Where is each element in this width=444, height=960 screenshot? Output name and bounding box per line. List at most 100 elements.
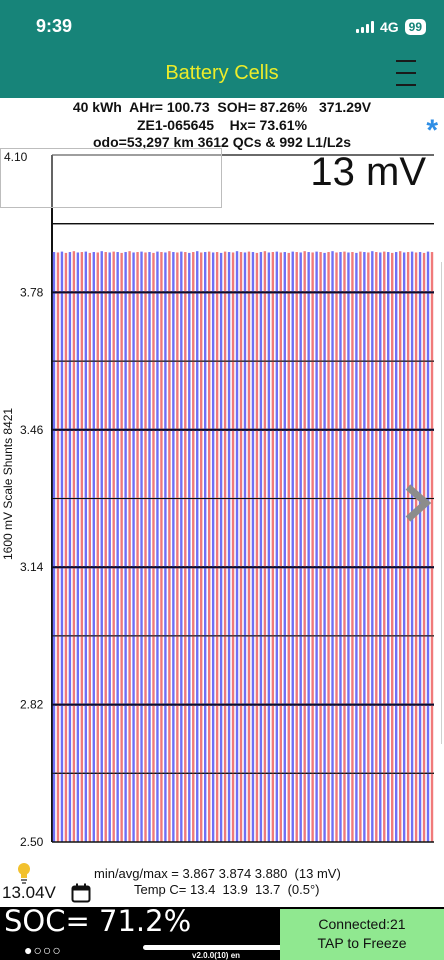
cell-bar <box>327 252 330 842</box>
connection-freeze-button[interactable]: Connected:21 TAP to Freeze <box>280 909 444 960</box>
cell-bar <box>211 252 215 842</box>
home-indicator <box>143 945 301 950</box>
app-header: 9:39 4G 99 Battery Cells <box>0 0 444 98</box>
cell-bar <box>148 252 151 842</box>
cell-bar <box>88 252 92 843</box>
cell-bar <box>383 251 386 842</box>
cell-bar <box>68 252 72 842</box>
cell-bar <box>223 251 227 842</box>
voltage-spread-readout: 13 mV <box>310 150 426 194</box>
cell-bar <box>239 252 243 842</box>
cell-bar <box>303 251 306 842</box>
cell-bar <box>188 252 191 843</box>
cell-bar <box>219 252 223 843</box>
chart-svg: 3.783.463.142.822.5011020304050607080909… <box>20 154 434 849</box>
cell-bar <box>375 252 378 842</box>
y-axis-top-label: 4.10 <box>4 150 28 164</box>
cell-bar <box>283 252 286 842</box>
cell-bar <box>402 252 406 842</box>
cell-bar <box>367 252 370 842</box>
cell-bar <box>339 252 342 842</box>
cell-bar <box>311 252 314 842</box>
signal-icon <box>355 21 374 33</box>
cell-bar <box>422 252 426 843</box>
cell-bar <box>215 252 219 842</box>
cell-bar <box>243 252 247 842</box>
star-icon[interactable]: * <box>426 114 438 147</box>
cell-bar <box>430 252 434 842</box>
cell-bar <box>379 252 382 842</box>
cell-bar <box>259 252 263 842</box>
cell-bar <box>263 251 267 842</box>
cell-bar <box>128 251 131 842</box>
cell-bar <box>108 252 111 842</box>
cell-bar <box>295 252 298 842</box>
cell-bar <box>391 252 394 843</box>
cell-bar <box>124 252 127 842</box>
cell-voltage-chart[interactable]: 3.783.463.142.822.5011020304050607080909… <box>0 142 444 852</box>
cell-bar <box>426 251 430 842</box>
cell-bar <box>251 252 255 842</box>
chart-overlay-box <box>0 148 222 208</box>
app-version: v2.0.0(10) en <box>192 951 241 960</box>
cell-bar <box>120 252 123 843</box>
cell-bar <box>72 251 76 842</box>
cell-bar <box>104 252 107 842</box>
vin-health-line: ZE1-065645 Hx= 73.61% <box>136 117 308 133</box>
status-indicators: 4G 99 <box>355 18 426 36</box>
hamburger-icon[interactable] <box>396 60 416 86</box>
cell-bar <box>231 252 235 842</box>
cell-bar <box>307 252 310 842</box>
side-panel-edge <box>441 262 444 744</box>
cell-bar <box>96 252 99 842</box>
cell-bar <box>64 252 68 843</box>
cell-bar <box>319 252 322 842</box>
cell-bar <box>172 252 175 842</box>
connection-status: Connected:21 <box>318 916 406 932</box>
cell-bar <box>247 251 251 842</box>
cell-bar <box>351 252 354 842</box>
cell-bar <box>418 252 422 842</box>
cell-bar <box>144 252 147 842</box>
cell-bar <box>132 252 135 842</box>
cell-bar <box>406 252 410 842</box>
cell-bar <box>60 251 64 842</box>
aux-battery-voltage: 13.04V <box>2 883 56 902</box>
cell-bar <box>410 251 414 842</box>
cell-bar <box>84 251 88 842</box>
min-avg-max-stats: min/avg/max = 3.867 3.874 3.880 (13 mV) <box>94 866 341 881</box>
cell-bar <box>112 251 115 842</box>
cell-bar <box>331 251 334 842</box>
cell-bar <box>287 252 290 843</box>
cell-bar <box>275 251 279 842</box>
cell-bar <box>398 251 402 842</box>
cell-bar <box>414 252 418 842</box>
cell-bar <box>227 252 231 842</box>
page-indicator[interactable]: ●○○○ <box>24 942 62 958</box>
battery-icon: 99 <box>404 19 426 35</box>
cell-bar <box>371 251 374 842</box>
cell-bar <box>355 252 358 843</box>
odometer-line: odo=53,297 km 3612 QCs & 992 L1/L2s <box>93 134 351 150</box>
cell-bar <box>315 251 318 842</box>
chevron-right-icon[interactable] <box>402 483 432 523</box>
cell-bar <box>160 252 163 842</box>
cell-bar <box>136 252 139 842</box>
y-axis-label: 1600 mV Scale Shunts 8421 <box>1 407 15 560</box>
lightbulb-icon[interactable] <box>16 862 32 884</box>
freeze-hint: TAP to Freeze <box>317 935 407 951</box>
cell-bar <box>196 251 199 842</box>
cell-bar <box>291 251 294 842</box>
cell-bar <box>168 251 171 842</box>
cell-bar <box>52 252 56 842</box>
cell-bar <box>76 252 80 842</box>
calendar-icon[interactable] <box>71 883 91 903</box>
cell-bar <box>387 252 390 842</box>
cell-bar <box>207 251 211 842</box>
network-type: 4G <box>379 19 399 35</box>
cell-bar <box>100 251 103 842</box>
cell-bar <box>363 252 366 842</box>
cell-bar <box>140 251 143 842</box>
cell-bar <box>203 252 207 842</box>
cell-bar <box>343 251 346 842</box>
